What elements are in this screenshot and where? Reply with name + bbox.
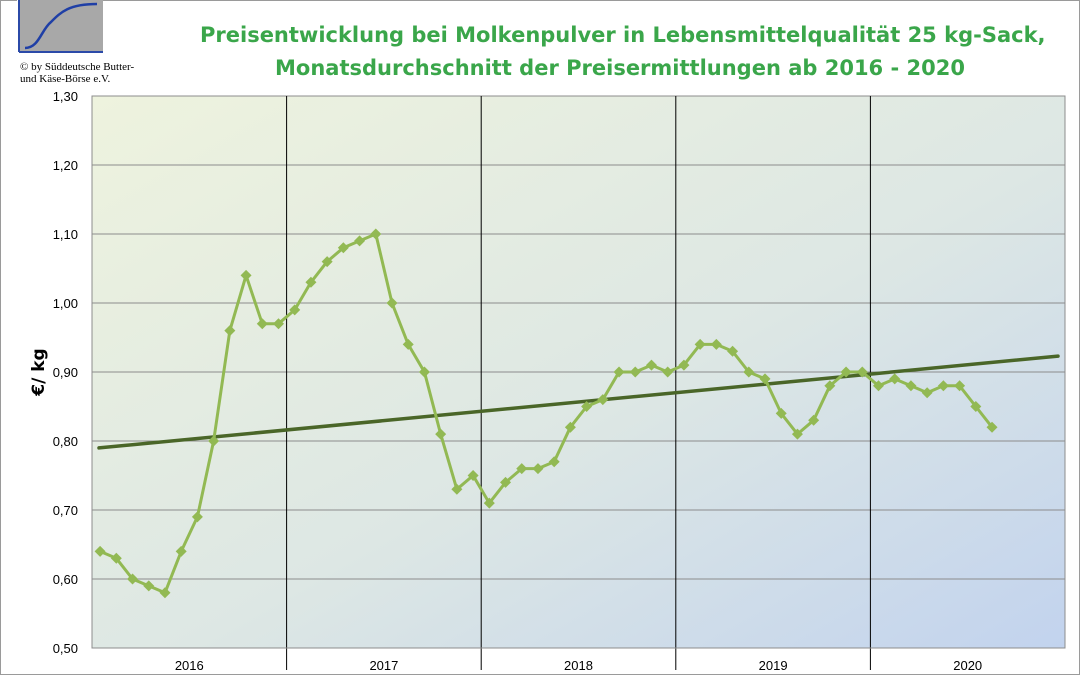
data-point — [856, 366, 868, 378]
data-point — [889, 373, 901, 385]
y-axis-label: €/ kg — [29, 348, 49, 396]
data-point — [337, 242, 349, 254]
y-tick-label: 0,60 — [53, 572, 78, 587]
data-point — [321, 256, 333, 268]
data-point — [678, 359, 690, 371]
year-label: 2019 — [759, 658, 788, 673]
data-point — [824, 380, 836, 392]
company-logo-icon — [17, 0, 103, 58]
data-point — [354, 235, 366, 247]
data-point — [937, 380, 949, 392]
y-tick-label: 0,80 — [53, 434, 78, 449]
data-point — [645, 359, 657, 371]
data-point — [402, 338, 414, 350]
data-point — [418, 366, 430, 378]
copyright-line-2: und Käse-Börse e.V. — [20, 73, 111, 85]
data-point — [759, 373, 771, 385]
data-point — [694, 338, 706, 350]
data-point — [905, 380, 917, 392]
data-point — [710, 338, 722, 350]
copyright-line-1: © by Süddeutsche Butter- — [20, 61, 135, 73]
data-point — [970, 401, 982, 412]
y-tick-label: 1,10 — [53, 227, 78, 242]
data-point — [110, 552, 122, 564]
data-point — [662, 366, 674, 378]
data-point — [240, 269, 252, 281]
chart-title-line-1: Preisentwicklung bei Molkenpulver in Leb… — [200, 23, 1046, 47]
year-label: 2016 — [175, 658, 204, 673]
data-point — [581, 401, 593, 412]
data-point — [597, 394, 609, 406]
y-tick-label: 1,00 — [53, 296, 78, 311]
data-point — [564, 421, 576, 433]
data-point — [256, 318, 268, 330]
data-point — [921, 387, 933, 399]
data-point — [208, 435, 220, 447]
data-point — [743, 366, 755, 378]
y-tick-label: 0,50 — [53, 641, 78, 656]
data-point — [386, 297, 398, 309]
data-point — [159, 587, 171, 599]
data-point — [191, 511, 203, 523]
chart-title-line-2: Monatsdurchschnitt der Preisermittlungen… — [275, 56, 965, 80]
data-point — [516, 463, 528, 475]
data-point — [613, 366, 625, 378]
data-point — [175, 545, 187, 557]
data-point — [451, 483, 463, 495]
year-label: 2018 — [564, 658, 593, 673]
data-point — [272, 318, 284, 330]
year-label: 2020 — [953, 658, 982, 673]
data-point — [727, 345, 739, 357]
y-tick-label: 1,30 — [53, 89, 78, 104]
data-point — [532, 463, 544, 475]
data-point — [305, 276, 317, 288]
data-point — [808, 414, 820, 426]
y-tick-label: 0,90 — [53, 365, 78, 380]
data-point — [94, 545, 106, 557]
y-tick-label: 0,70 — [53, 503, 78, 518]
data-point — [467, 470, 479, 481]
data-point — [289, 304, 301, 316]
data-point — [954, 380, 966, 392]
data-point — [127, 573, 139, 585]
data-point — [986, 421, 998, 433]
year-label: 2017 — [369, 658, 398, 673]
data-point — [483, 497, 495, 509]
data-point — [629, 366, 641, 378]
data-point — [840, 366, 852, 378]
data-point — [500, 476, 512, 488]
data-point — [143, 580, 155, 592]
data-point — [548, 456, 560, 468]
data-point — [224, 325, 236, 337]
y-tick-label: 1,20 — [53, 158, 78, 173]
data-point — [873, 380, 885, 392]
data-point — [435, 428, 447, 440]
data-point — [370, 228, 382, 240]
data-point — [791, 428, 803, 440]
data-point — [775, 407, 787, 419]
trend-line — [97, 354, 1060, 450]
